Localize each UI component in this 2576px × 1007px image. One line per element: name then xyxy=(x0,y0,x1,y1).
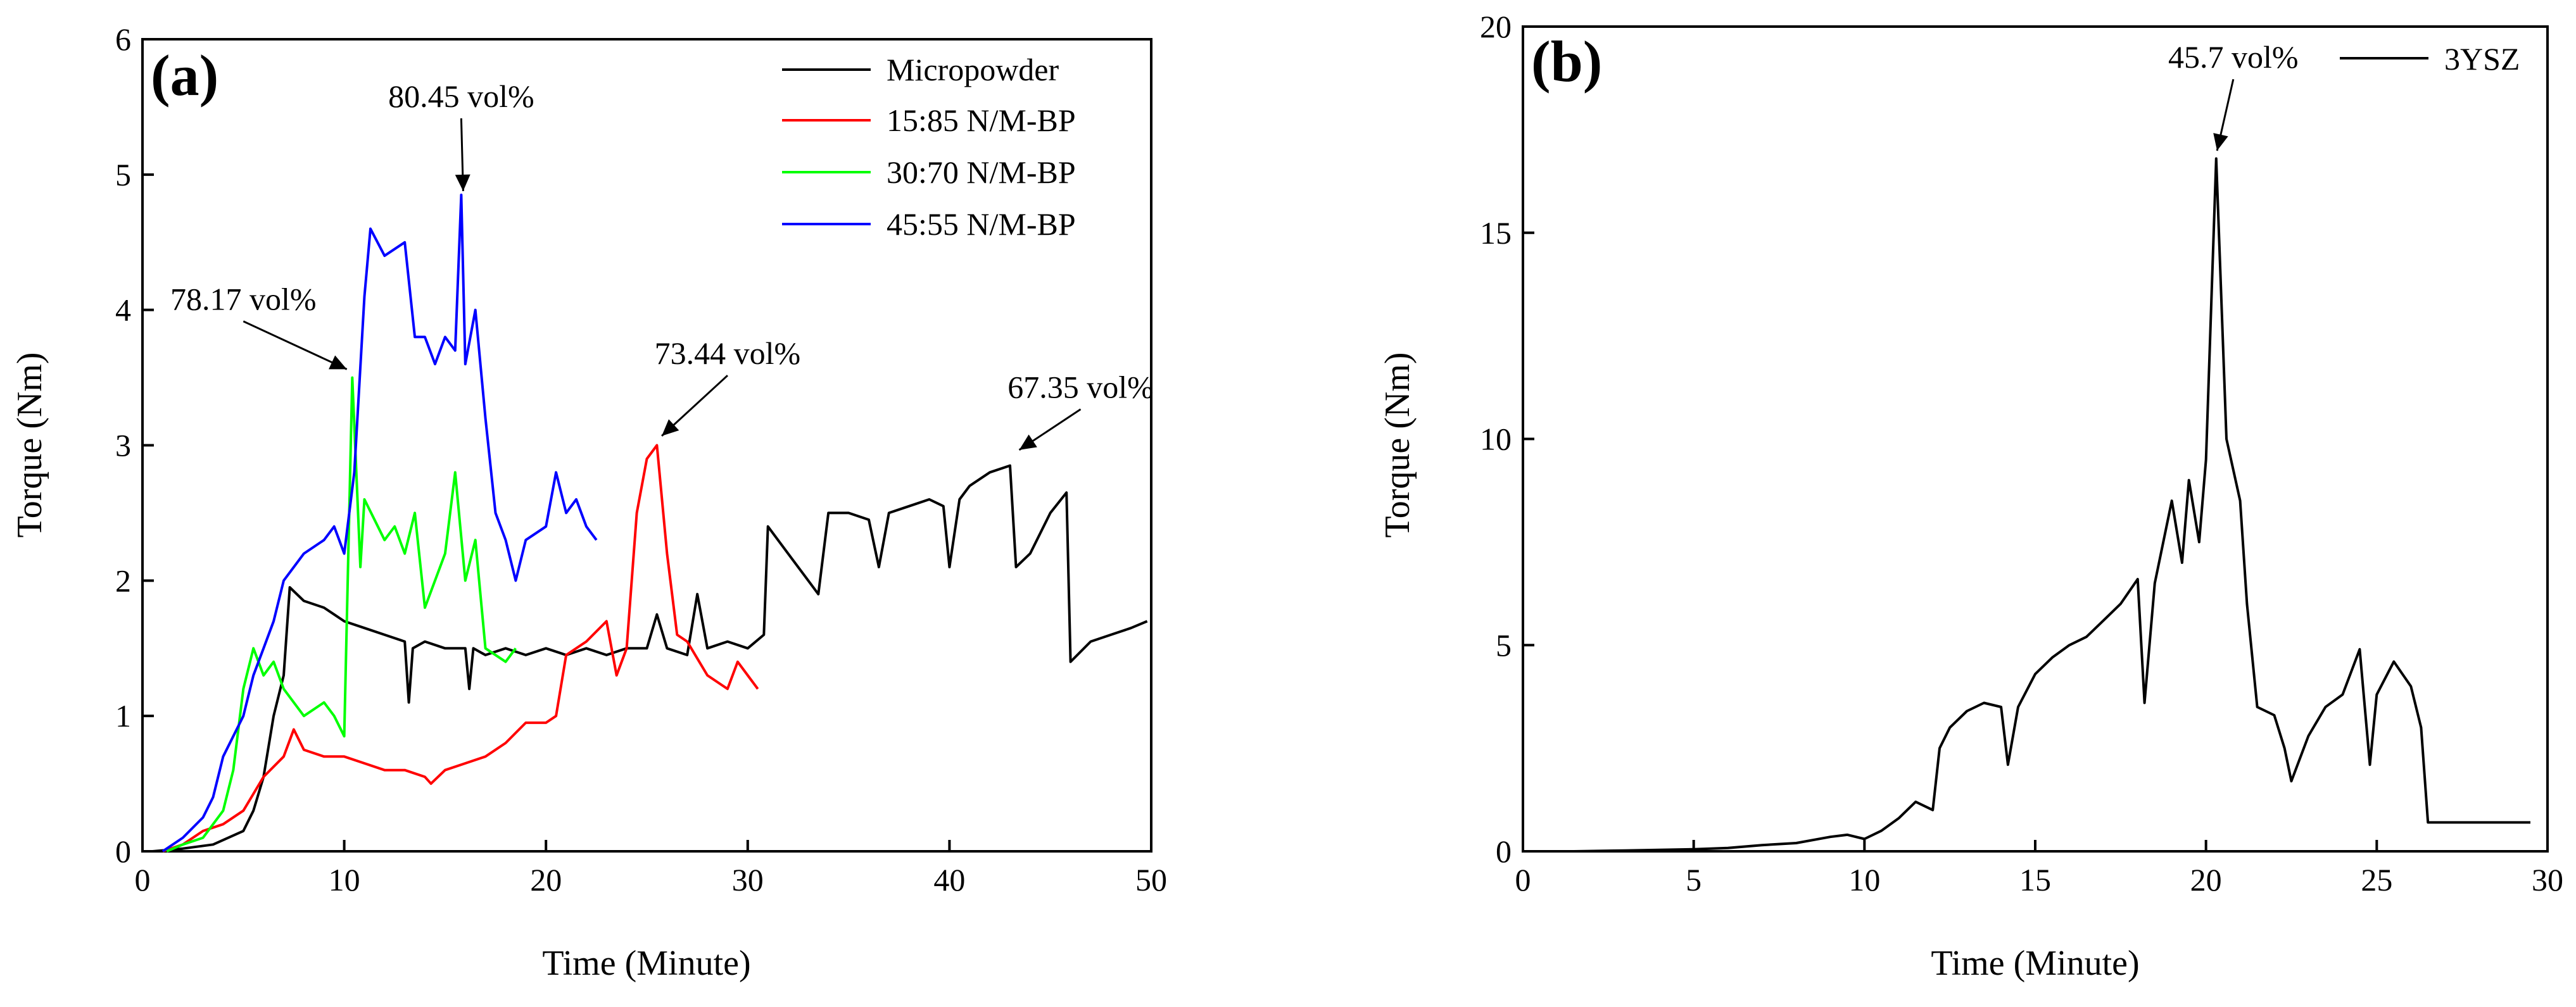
panel-a-y-tick-label-5: 5 xyxy=(115,157,131,192)
panel-b-annotation-label-0: 45.7 vol% xyxy=(2168,39,2299,75)
legend-label-3ysz: 3YSZ xyxy=(2444,41,2520,77)
legend-label-45-55: 45:55 N/M-BP xyxy=(887,206,1076,242)
legend-label-15-85: 15:85 N/M-BP xyxy=(887,103,1076,138)
panel-b-y-tick-label-2: 10 xyxy=(1480,422,1512,457)
panel-a-annotation-arrowhead-2 xyxy=(662,419,679,436)
panel-a-y-tick-label-0: 0 xyxy=(115,834,131,869)
panel-b-annotations: 45.7 vol% xyxy=(2168,39,2299,151)
panel-b-x-tick-label-0: 0 xyxy=(1515,862,1531,898)
panel-b-series-group xyxy=(1574,157,2530,853)
panel-b-x-tick-label-4: 20 xyxy=(2190,862,2222,898)
panel-a-y-axis-title: Torque (Nm) xyxy=(10,352,49,537)
panel-a-series-line-1 xyxy=(162,444,759,853)
panel-a-series-line-0 xyxy=(152,464,1148,853)
panel-a-annotations: 80.45 vol% 78.17 vol% 73.44 vol% 67.35 vol% xyxy=(170,78,1154,451)
panel-a-series-line-2 xyxy=(166,376,517,853)
panel-b-x-tick-label-5: 25 xyxy=(2361,862,2392,898)
panel-b-y-tick-label-3: 15 xyxy=(1480,215,1512,251)
panel-a-annotation-label-3: 67.35 vol% xyxy=(1007,370,1154,405)
panel-a-y-tick-label-4: 4 xyxy=(115,292,131,328)
panel-b-x-tick-label-2: 10 xyxy=(1848,862,1880,898)
panel-b-y-tick-label-0: 0 xyxy=(1496,834,1512,869)
panel-a-annotation-label-1: 78.17 vol% xyxy=(170,282,317,317)
panel-b-y-axis-title: Torque (Nm) xyxy=(1378,352,1417,537)
panel-a-annotation-arrowhead-3 xyxy=(1019,434,1037,450)
panel-a-y-tick-label-1: 1 xyxy=(115,698,131,734)
panel-a-x-tick-label-4: 40 xyxy=(933,862,965,898)
panel-b-annotation-arrowhead-0 xyxy=(2213,133,2228,151)
panel-b-y-tick-label-1: 5 xyxy=(1496,627,1512,663)
panel-a-x-tick-label-3: 30 xyxy=(732,862,764,898)
panel-a-series-group xyxy=(152,193,1148,853)
panel-b-x-tick-label-1: 5 xyxy=(1686,862,1702,898)
panel-b-x-ticks: 0 5 10 15 20 25 30 xyxy=(1515,840,2563,898)
panel-a-series-line-3 xyxy=(161,193,598,853)
panel-a-x-tick-label-1: 10 xyxy=(329,862,360,898)
panel-a: 0 10 20 30 40 50 0 1 2 3 4 5 6 80.45 vol% 78.17 vol%… xyxy=(10,22,1167,983)
panel-b: 0 5 10 15 20 25 30 0 5 10 15 20 45.7 vol% (b) Time… xyxy=(1378,9,2563,983)
panel-a-y-tick-label-2: 2 xyxy=(115,563,131,598)
panel-a-annotation-label-2: 73.44 vol% xyxy=(655,335,801,371)
legend-label-30-70: 30:70 N/M-BP xyxy=(887,154,1076,190)
panel-a-y-tick-label-6: 6 xyxy=(115,22,131,57)
panel-a-y-tick-label-3: 3 xyxy=(115,428,131,463)
panel-a-label: (a) xyxy=(151,43,218,108)
panel-a-x-tick-label-0: 0 xyxy=(135,862,151,898)
panel-a-annotation-arrowhead-0 xyxy=(455,174,470,191)
panel-b-x-axis-title: Time (Minute) xyxy=(1931,944,2139,983)
panel-b-plot-frame xyxy=(1522,25,2549,853)
panel-a-x-tick-label-5: 50 xyxy=(1135,862,1167,898)
panel-b-series-line-0 xyxy=(1574,157,2530,853)
panel-a-x-axis-title: Time (Minute) xyxy=(542,944,750,983)
panel-a-annotation-arrowhead-1 xyxy=(329,355,347,370)
panel-b-legend: 3YSZ xyxy=(2340,41,2520,77)
panel-b-x-tick-label-3: 15 xyxy=(2019,862,2051,898)
panel-a-x-tick-label-2: 20 xyxy=(530,862,562,898)
panel-b-y-tick-label-4: 20 xyxy=(1480,9,1512,44)
panel-a-x-ticks: 0 10 20 30 40 50 xyxy=(135,840,1167,898)
legend-label-micropowder: Micropowder xyxy=(887,52,1059,87)
panel-b-y-ticks: 0 5 10 15 20 xyxy=(1480,9,1534,869)
panel-a-annotation-arrow-1 xyxy=(243,320,348,370)
panel-a-y-ticks: 0 1 2 3 4 5 6 xyxy=(115,22,154,869)
panel-b-label: (b) xyxy=(1531,29,1602,94)
panel-a-annotation-label-0: 80.45 vol% xyxy=(388,78,534,114)
panel-b-x-tick-label-6: 30 xyxy=(2532,862,2563,898)
panel-a-legend: Micropowder 15:85 N/M-BP 30:70 N/M-BP 45… xyxy=(782,52,1076,242)
